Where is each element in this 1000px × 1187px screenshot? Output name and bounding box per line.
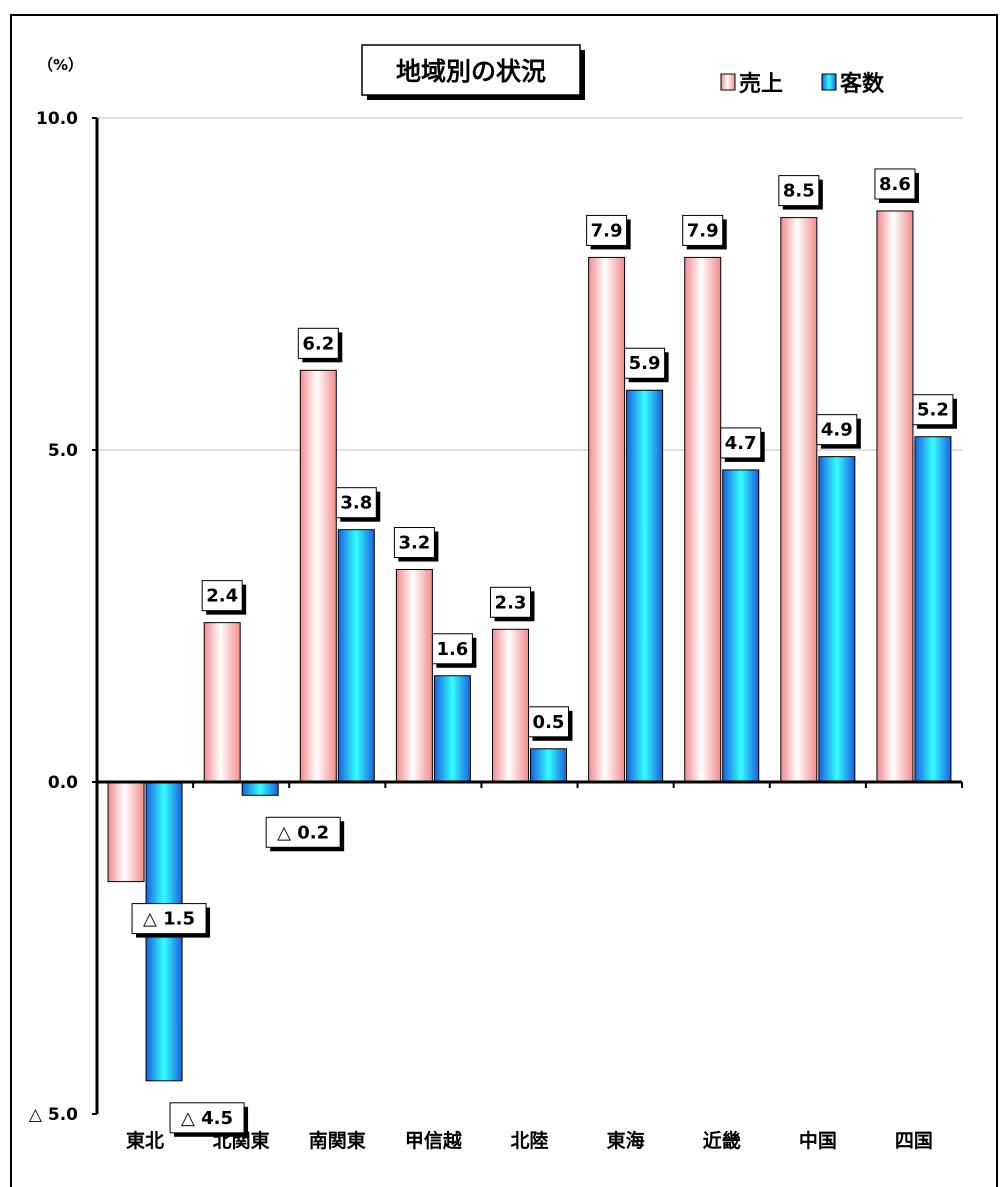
data-label-text: 2.4 bbox=[206, 586, 238, 607]
bar-customers-8 bbox=[914, 436, 952, 783]
data-label-box bbox=[335, 487, 377, 519]
data-label-text: 5.9 bbox=[629, 353, 661, 374]
data-label-customers-3: 1.6 bbox=[431, 633, 477, 668]
bar-customers-1 bbox=[241, 781, 279, 796]
bar-sales-1 bbox=[203, 622, 241, 783]
chart-title-box: 地域別の状況 bbox=[361, 44, 585, 100]
data-label-customers-7: 4.9 bbox=[816, 414, 861, 449]
data-label-text: △ 4.5 bbox=[181, 1108, 233, 1129]
data-label-customers-4: 0.5 bbox=[528, 706, 573, 741]
data-label-box bbox=[624, 347, 666, 379]
data-label-text: 8.5 bbox=[783, 181, 815, 202]
x-tick-label-2: 南関東 bbox=[309, 1129, 366, 1152]
data-label-text: 7.9 bbox=[687, 220, 719, 241]
data-label-box bbox=[682, 214, 724, 246]
data-label-sales-4: 2.3 bbox=[490, 586, 535, 622]
chart-frame bbox=[10, 14, 998, 1187]
bar-sales-5 bbox=[588, 256, 626, 783]
y-tick-label-3: △ 5.0 bbox=[29, 1105, 78, 1125]
data-label-sales-6: 7.9 bbox=[682, 214, 727, 250]
data-label-sales-1: 2.4 bbox=[201, 580, 247, 615]
legend-label-sales: 売上 bbox=[739, 71, 783, 97]
data-label-text: 8.6 bbox=[879, 174, 911, 195]
axes: 10.05.00.0△ 5.0東北 北関東 南関東 甲信越 北陸 東海 近畿 中国 四国 bbox=[29, 109, 963, 1152]
data-label-text: 0.5 bbox=[533, 712, 565, 733]
x-tick-label-3: 甲信越 bbox=[405, 1129, 463, 1152]
data-label-box bbox=[393, 527, 435, 559]
data-label-box bbox=[131, 903, 207, 935]
y-tick-label-1: 5.0 bbox=[48, 441, 78, 461]
data-label-box bbox=[297, 327, 339, 359]
data-label-customers-0: △ 4.5 bbox=[169, 1102, 249, 1137]
y-tick-label-0: 10.0 bbox=[36, 109, 78, 129]
bar-sales-0 bbox=[107, 781, 145, 883]
data-label-text: 5.2 bbox=[917, 400, 949, 421]
data-label-box bbox=[816, 414, 858, 446]
x-tick-label-7: 中国 bbox=[799, 1129, 837, 1152]
data-label-text: 3.2 bbox=[398, 533, 430, 554]
x-tick-label-4: 北陸 bbox=[510, 1129, 548, 1152]
x-tick-label-5: 東海 bbox=[607, 1129, 645, 1152]
data-label-box bbox=[528, 706, 569, 738]
data-label-text: 4.7 bbox=[725, 433, 757, 454]
data-label-text: 1.6 bbox=[436, 639, 468, 660]
legend-swatch-sales bbox=[720, 73, 736, 91]
data-label-sales-2: 6.2 bbox=[297, 327, 343, 363]
bar-sales-4 bbox=[492, 628, 529, 783]
data-label-text: 3.8 bbox=[340, 493, 372, 514]
data-label-box bbox=[431, 633, 473, 665]
data-label-customers-6: 4.7 bbox=[720, 427, 765, 462]
data-label-sales-7: 8.5 bbox=[778, 175, 823, 210]
data-label-text: △ 0.2 bbox=[277, 822, 329, 843]
bar-customers-5 bbox=[626, 389, 664, 783]
data-label-text: 4.9 bbox=[821, 420, 853, 441]
bar-customers-6 bbox=[722, 469, 760, 783]
data-label-box bbox=[169, 1102, 245, 1134]
bar-sales-8 bbox=[876, 210, 914, 783]
y-unit-label: （%） bbox=[38, 56, 83, 74]
data-label-box bbox=[490, 586, 531, 618]
data-label-customers-1: △ 0.2 bbox=[265, 816, 345, 852]
x-tick-label-0: 東北 bbox=[126, 1129, 164, 1152]
data-label-sales-5: 7.9 bbox=[586, 214, 631, 250]
chart-title: 地域別の状況 bbox=[396, 57, 546, 86]
data-labels: △ 1.5 △ 4.5 2.4 △ 0.2 6.2 3.8 3.2 1.6 2.3 0.5 7.9 5… bbox=[131, 168, 957, 1137]
bar-sales-7 bbox=[780, 217, 818, 783]
data-label-sales-3: 3.2 bbox=[393, 527, 439, 562]
bar-customers-3 bbox=[433, 675, 471, 783]
legend: 売上 客数 bbox=[720, 71, 885, 97]
x-tick-label-6: 近畿 bbox=[703, 1129, 741, 1152]
data-label-sales-0: △ 1.5 bbox=[131, 903, 211, 938]
bar-sales-2 bbox=[299, 369, 337, 783]
data-label-customers-8: 5.2 bbox=[912, 394, 957, 429]
data-label-sales-8: 8.6 bbox=[874, 168, 919, 203]
data-label-box bbox=[778, 175, 820, 207]
data-label-customers-2: 3.8 bbox=[335, 487, 381, 522]
data-label-customers-5: 5.9 bbox=[624, 347, 669, 383]
legend-label-customers: 客数 bbox=[840, 71, 885, 97]
data-label-text: 7.9 bbox=[591, 220, 623, 241]
legend-swatch-customers bbox=[821, 73, 837, 91]
data-label-box bbox=[201, 580, 243, 612]
data-label-text: 6.2 bbox=[302, 333, 334, 354]
data-label-box bbox=[586, 214, 628, 246]
data-label-box bbox=[912, 394, 954, 426]
data-label-box bbox=[265, 816, 341, 848]
x-tick-label-8: 四国 bbox=[895, 1130, 933, 1152]
y-tick-label-2: 0.0 bbox=[48, 773, 78, 793]
bar-customers-2 bbox=[337, 529, 375, 783]
data-label-text: △ 1.5 bbox=[143, 909, 195, 930]
gridlines bbox=[97, 117, 962, 451]
bar-customers-7 bbox=[818, 456, 856, 783]
data-label-text: 2.3 bbox=[495, 592, 527, 613]
bar-customers-4 bbox=[530, 748, 567, 783]
bar-sales-3 bbox=[395, 569, 433, 783]
data-label-box bbox=[720, 427, 762, 459]
bar-sales-6 bbox=[684, 256, 722, 783]
bars bbox=[107, 210, 952, 1082]
data-label-box bbox=[874, 168, 916, 200]
